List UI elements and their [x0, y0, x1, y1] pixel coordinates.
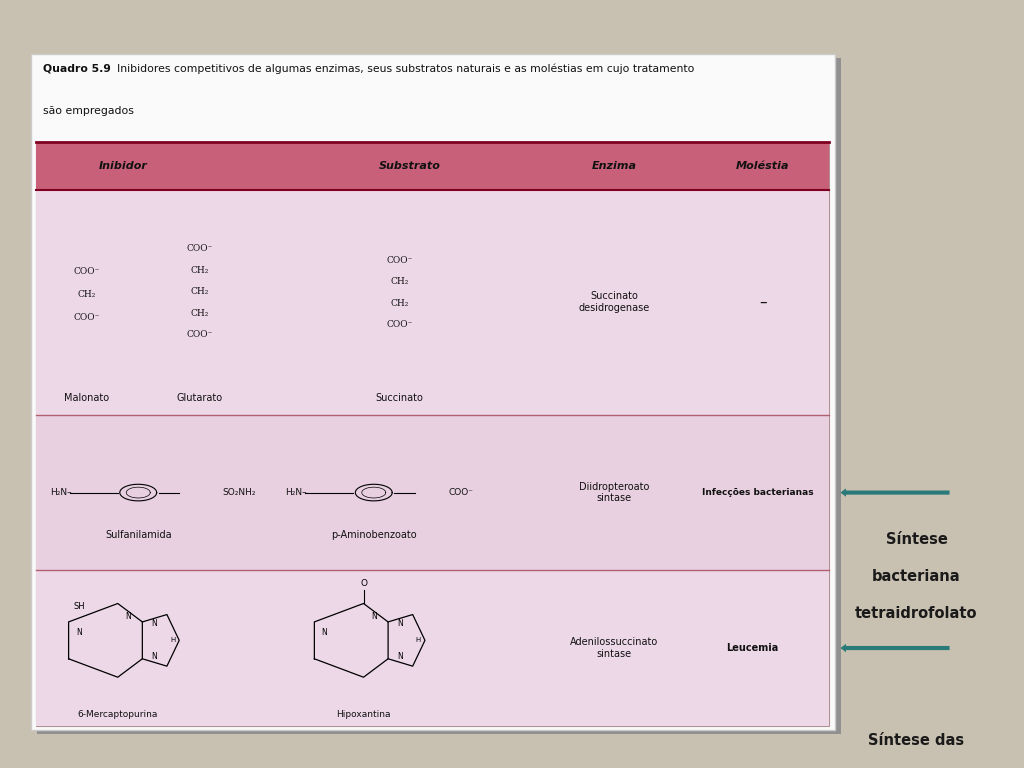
Text: Inibidor: Inibidor — [98, 161, 147, 171]
Bar — [36, 415, 829, 571]
Text: N: N — [371, 612, 377, 621]
Text: Moléstia: Moléstia — [736, 161, 790, 171]
Text: Leucemia: Leucemia — [726, 643, 779, 653]
Text: CH₂: CH₂ — [190, 266, 209, 274]
Text: N: N — [322, 628, 328, 637]
Text: p-Aminobenzoato: p-Aminobenzoato — [331, 530, 417, 540]
Text: Inibidores competitivos de algumas enzimas, seus substratos naturais e as molést: Inibidores competitivos de algumas enzim… — [117, 64, 694, 74]
Text: COO⁻: COO⁻ — [186, 244, 213, 253]
Text: COO⁻: COO⁻ — [186, 330, 213, 339]
Text: Quadro 5.9: Quadro 5.9 — [43, 64, 115, 74]
Bar — [36, 571, 829, 726]
Text: H₂N–: H₂N– — [286, 488, 307, 497]
Text: H: H — [170, 637, 175, 644]
Text: O: O — [360, 579, 367, 588]
Text: CH₂: CH₂ — [190, 309, 209, 317]
Text: tetraidrofolato: tetraidrofolato — [855, 606, 978, 621]
Bar — [36, 190, 829, 415]
Text: Síntese das: Síntese das — [868, 733, 965, 748]
Text: Sulfanilamida: Sulfanilamida — [104, 530, 172, 540]
Bar — [31, 54, 835, 730]
Text: CH₂: CH₂ — [390, 299, 409, 307]
Text: COO⁻: COO⁻ — [74, 313, 100, 322]
Text: N: N — [397, 619, 403, 628]
Bar — [36, 142, 829, 190]
Text: COO⁻: COO⁻ — [386, 320, 413, 329]
Text: N: N — [76, 628, 82, 637]
Text: 6-Mercaptopurina: 6-Mercaptopurina — [78, 710, 158, 719]
Text: H: H — [416, 637, 421, 644]
Text: –: – — [759, 295, 767, 310]
Text: N: N — [152, 653, 158, 661]
Text: Glutarato: Glutarato — [176, 393, 223, 403]
Text: Adenilossuccinato
sintase: Adenilossuccinato sintase — [570, 637, 658, 659]
Text: SO₂NH₂: SO₂NH₂ — [222, 488, 256, 497]
Text: Malonato: Malonato — [65, 393, 110, 403]
Text: Diidropteroato
sintase: Diidropteroato sintase — [580, 482, 649, 503]
Text: Succinato
desidrogenase: Succinato desidrogenase — [579, 292, 650, 313]
Bar — [37, 58, 841, 734]
Text: COO⁻: COO⁻ — [386, 256, 413, 264]
Text: H₂N–: H₂N– — [50, 488, 72, 497]
Text: N: N — [152, 619, 158, 628]
Text: N: N — [397, 653, 403, 661]
Text: COO⁻: COO⁻ — [74, 267, 100, 276]
Text: COO⁻: COO⁻ — [449, 488, 473, 497]
Text: SH: SH — [73, 602, 85, 611]
Text: CH₂: CH₂ — [190, 287, 209, 296]
Text: Infecções bacterianas: Infecções bacterianas — [701, 488, 814, 497]
Text: são empregados: são empregados — [43, 106, 134, 116]
Text: Hipoxantina: Hipoxantina — [336, 710, 391, 719]
Text: N: N — [125, 612, 131, 621]
Text: Enzima: Enzima — [592, 161, 637, 171]
Bar — [36, 142, 829, 726]
Text: bacteriana: bacteriana — [872, 569, 961, 584]
Text: Síntese: Síntese — [886, 532, 947, 547]
Text: CH₂: CH₂ — [78, 290, 96, 299]
Text: CH₂: CH₂ — [390, 277, 409, 286]
Text: Succinato: Succinato — [376, 393, 423, 403]
Text: Substrato: Substrato — [379, 161, 440, 171]
